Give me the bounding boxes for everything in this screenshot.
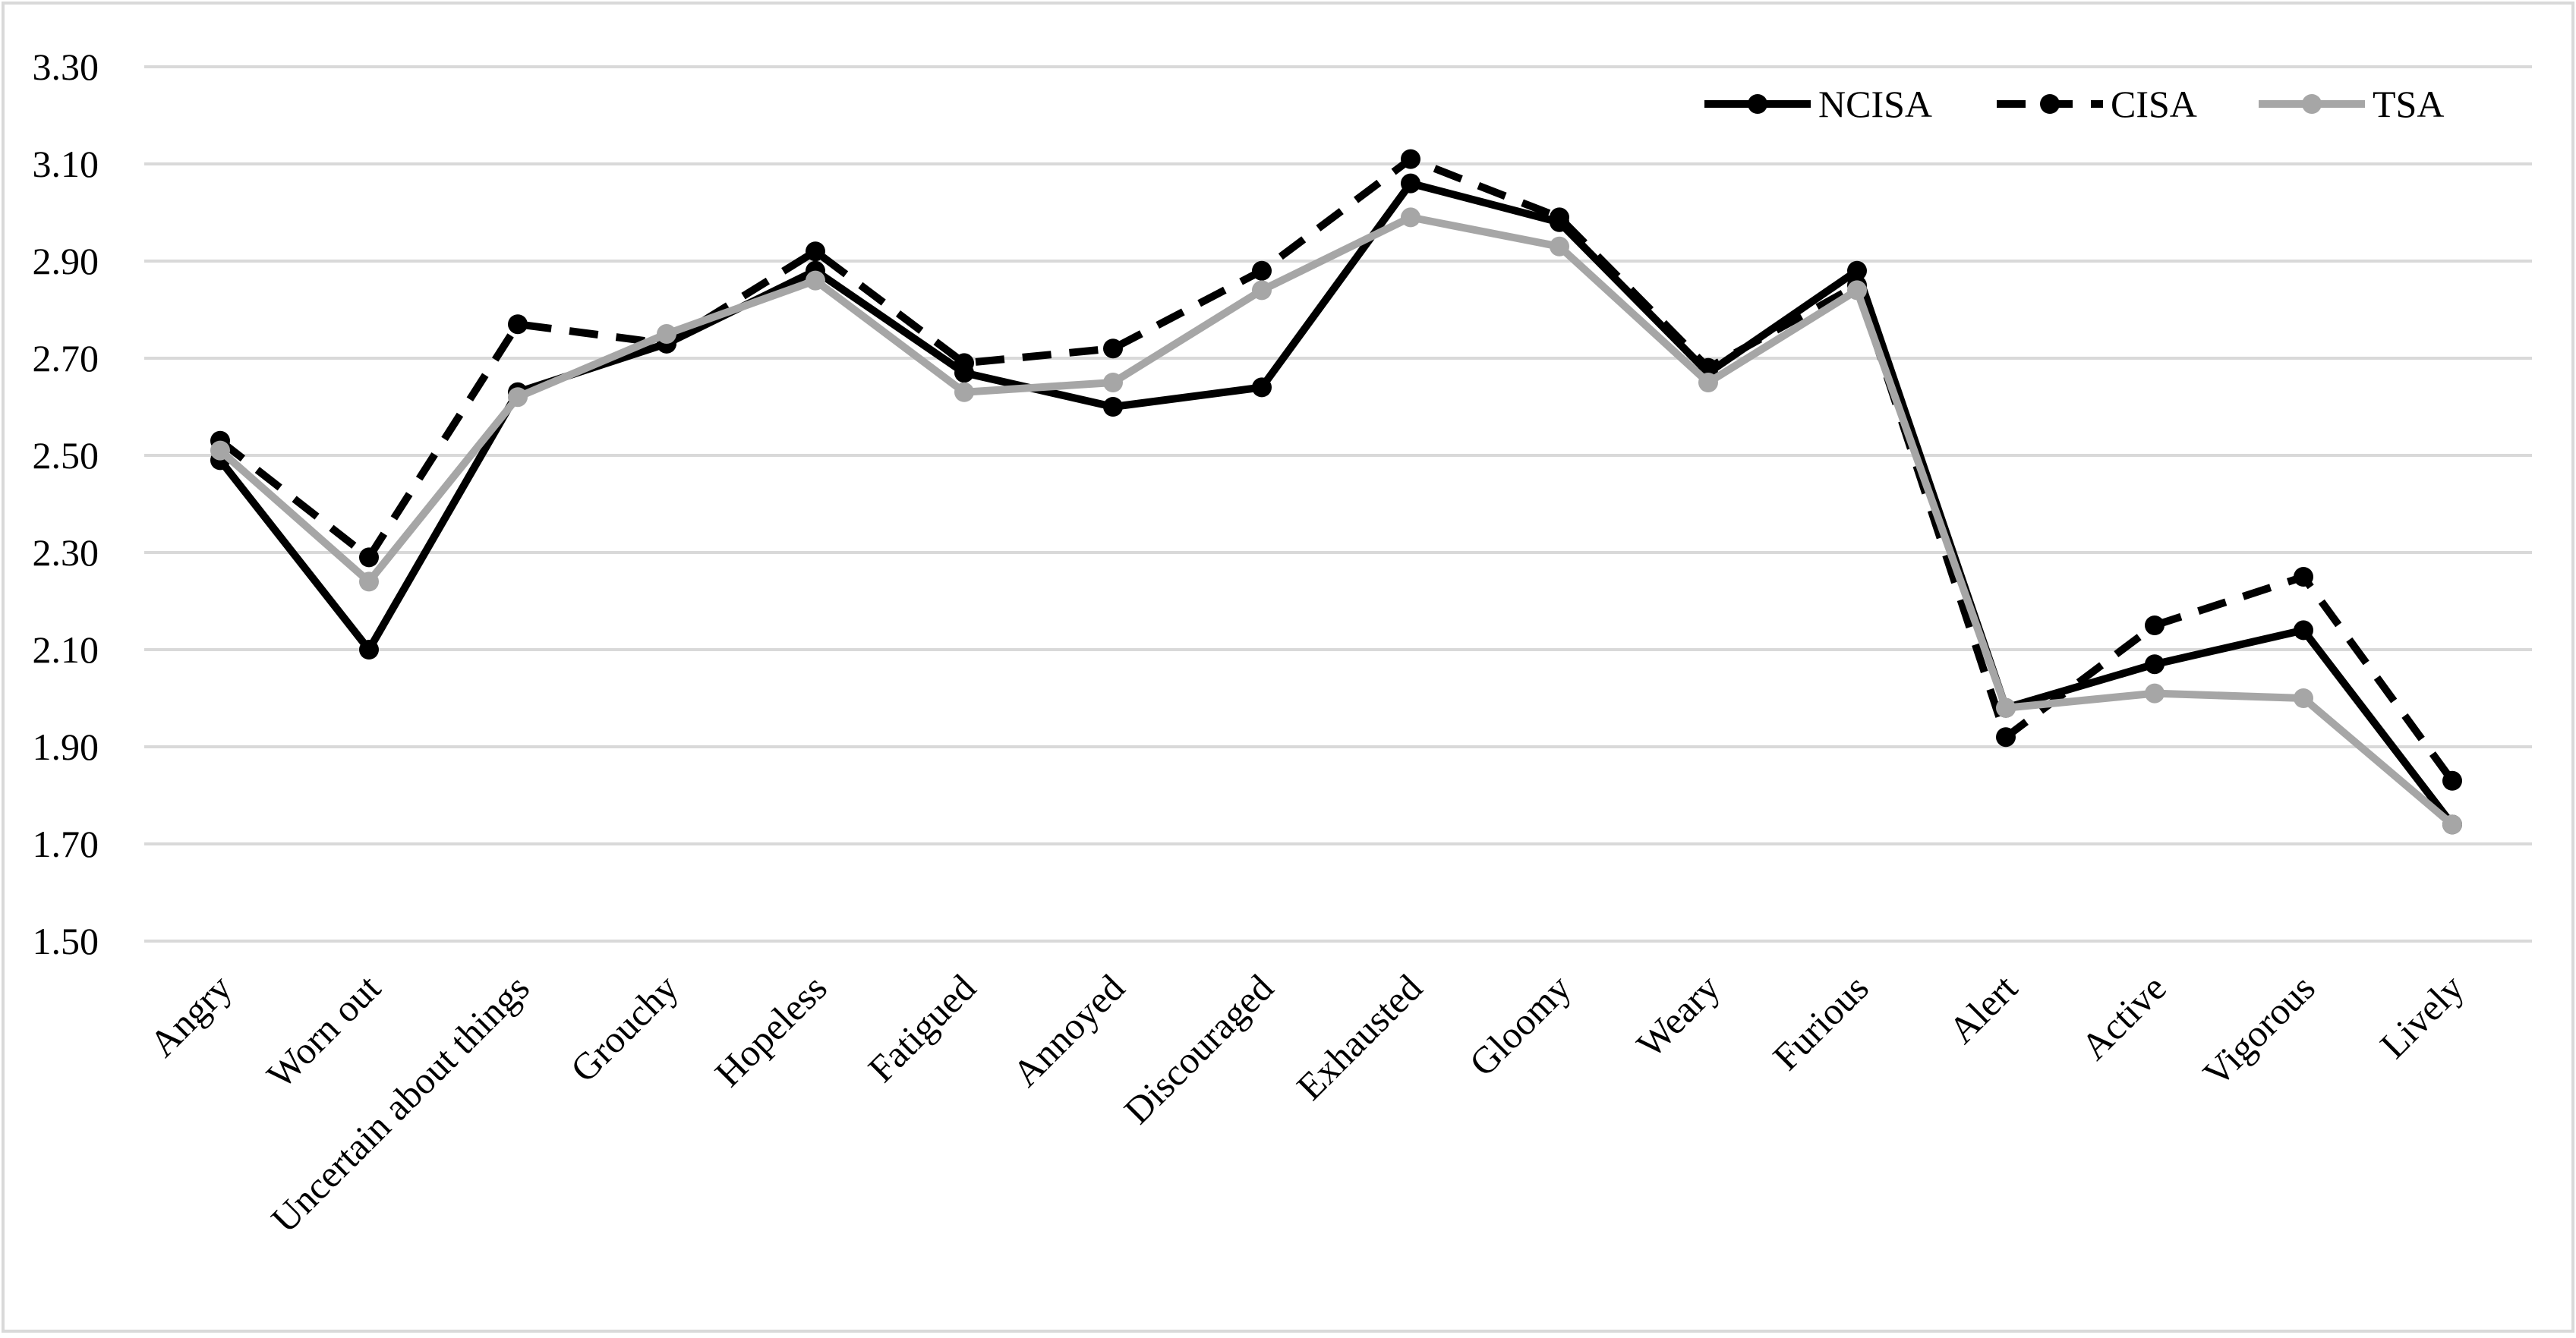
data-point: [806, 241, 825, 262]
data-point: [1252, 280, 1272, 301]
data-point: [1996, 697, 2016, 718]
data-point: [1550, 236, 1569, 257]
y-tick-label: 3.10: [33, 143, 99, 185]
legend-item-tsa: TSA: [2259, 83, 2444, 125]
data-point: [1103, 397, 1123, 417]
data-point: [1103, 338, 1123, 359]
y-tick-label: 1.90: [33, 726, 99, 768]
legend-label-tsa: TSA: [2373, 83, 2444, 125]
data-point: [1550, 207, 1569, 228]
data-point: [1252, 377, 1272, 398]
y-axis-ticks: 1.50 1.70 1.90 2.10 2.30 2.50 2.70 2.90 3.10 3.30: [33, 46, 99, 962]
legend: NCISA CISA TSA: [1704, 83, 2444, 125]
legend-item-cisa: CISA: [1997, 83, 2197, 125]
series-line-cisa: [217, 155, 2456, 783]
y-tick-label: 1.70: [33, 823, 99, 865]
data-point: [2294, 567, 2313, 587]
legend-marker-cisa: [2040, 94, 2060, 114]
data-point: [1847, 260, 1867, 281]
data-point: [1996, 727, 2016, 748]
data-point: [2442, 770, 2462, 791]
y-tick-label: 3.30: [33, 46, 99, 88]
data-point: [1698, 373, 1718, 392]
data-point: [954, 353, 974, 373]
data-point: [657, 324, 676, 344]
data-point: [359, 571, 379, 592]
data-point: [806, 270, 825, 291]
data-point: [2294, 620, 2313, 641]
data-point: [359, 640, 379, 660]
data-point: [1401, 173, 1420, 194]
data-point: [359, 547, 379, 568]
data-point: [508, 387, 528, 408]
data-point: [2442, 814, 2462, 835]
data-point: [1401, 149, 1420, 169]
legend-marker-tsa: [2302, 94, 2322, 114]
series-tsa: [210, 207, 2462, 835]
y-tick-label: 2.70: [33, 337, 99, 379]
data-point: [1401, 207, 1420, 228]
series-line-tsa: [216, 213, 2456, 829]
data-point: [210, 440, 230, 461]
data-point: [1103, 373, 1123, 392]
legend-item-ncisa: NCISA: [1704, 83, 1932, 125]
series-group: [210, 149, 2462, 835]
data-point: [1252, 260, 1272, 281]
y-tick-label: 1.50: [33, 920, 99, 962]
data-point: [508, 314, 528, 335]
data-point: [2145, 683, 2165, 704]
legend-label-cisa: CISA: [2111, 83, 2197, 125]
y-tick-label: 2.50: [33, 434, 99, 477]
legend-marker-ncisa: [1748, 94, 1767, 114]
y-tick-label: 2.10: [33, 628, 99, 671]
data-point: [2145, 615, 2165, 635]
data-point: [1847, 280, 1867, 301]
y-tick-label: 2.90: [33, 240, 99, 282]
gridlines: [144, 65, 2532, 943]
data-point: [2294, 688, 2313, 708]
legend-label-ncisa: NCISA: [1818, 83, 1932, 125]
y-tick-label: 2.30: [33, 531, 99, 574]
data-point: [954, 382, 974, 402]
data-point: [2145, 654, 2165, 675]
